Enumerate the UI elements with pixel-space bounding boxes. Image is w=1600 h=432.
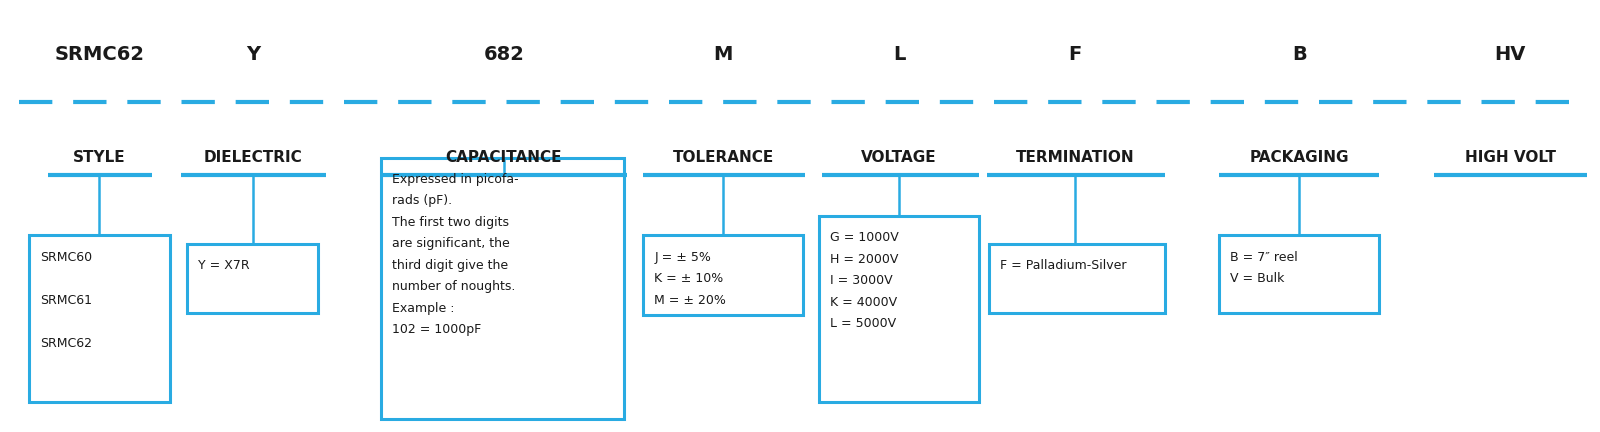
Text: Y = X7R: Y = X7R — [198, 259, 250, 272]
Text: M: M — [714, 44, 733, 64]
Text: VOLTAGE: VOLTAGE — [861, 150, 938, 165]
FancyBboxPatch shape — [1219, 235, 1379, 313]
Text: Expressed in picofa-
rads (pF).
The first two digits
are significant, the
third : Expressed in picofa- rads (pF). The firs… — [392, 173, 518, 336]
FancyBboxPatch shape — [819, 216, 979, 402]
Text: L: L — [893, 44, 906, 64]
Text: SRMC62: SRMC62 — [54, 44, 144, 64]
Text: HIGH VOLT: HIGH VOLT — [1466, 150, 1555, 165]
Text: 682: 682 — [483, 44, 525, 64]
Text: G = 1000V
H = 2000V
I = 3000V
K = 4000V
L = 5000V: G = 1000V H = 2000V I = 3000V K = 4000V … — [830, 231, 899, 330]
Text: SRMC60

SRMC61

SRMC62: SRMC60 SRMC61 SRMC62 — [40, 251, 93, 349]
Text: CAPACITANCE: CAPACITANCE — [446, 150, 562, 165]
FancyBboxPatch shape — [381, 158, 624, 419]
Text: B = 7″ reel
V = Bulk: B = 7″ reel V = Bulk — [1230, 251, 1298, 285]
FancyBboxPatch shape — [29, 235, 170, 402]
Text: F = Palladium-Silver: F = Palladium-Silver — [1000, 259, 1126, 272]
Text: Y: Y — [246, 44, 259, 64]
FancyBboxPatch shape — [643, 235, 803, 315]
Text: STYLE: STYLE — [74, 150, 125, 165]
Text: HV: HV — [1494, 44, 1526, 64]
Text: TOLERANCE: TOLERANCE — [672, 150, 774, 165]
FancyBboxPatch shape — [187, 244, 318, 313]
Text: F: F — [1069, 44, 1082, 64]
FancyBboxPatch shape — [989, 244, 1165, 313]
Text: J = ± 5%
K = ± 10%
M = ± 20%: J = ± 5% K = ± 10% M = ± 20% — [654, 251, 726, 307]
Text: TERMINATION: TERMINATION — [1016, 150, 1134, 165]
Text: DIELECTRIC: DIELECTRIC — [203, 150, 302, 165]
Text: PACKAGING: PACKAGING — [1250, 150, 1349, 165]
Text: B: B — [1291, 44, 1307, 64]
